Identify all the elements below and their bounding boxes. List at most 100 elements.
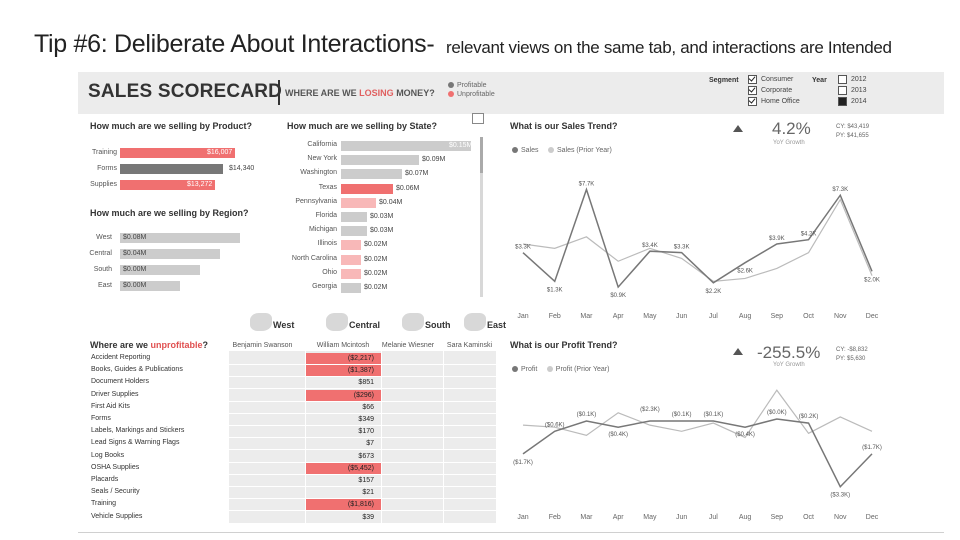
region-bar[interactable] <box>120 265 200 275</box>
product-row-label[interactable]: OSHA Supplies <box>91 463 140 471</box>
year-option-2013[interactable]: 2013 <box>838 85 867 96</box>
checkbox-checked-icon[interactable] <box>748 85 757 95</box>
sales-prior-line[interactable] <box>522 198 873 282</box>
region-header-name[interactable]: South <box>425 320 451 330</box>
product-row-label[interactable]: Placards <box>91 476 119 483</box>
matrix-cell[interactable] <box>306 353 381 364</box>
segment-option-corporate[interactable]: Corporate <box>748 85 800 96</box>
matrix-cell[interactable] <box>306 475 381 486</box>
sales-data-label: $3.9K <box>769 236 785 242</box>
profit-month-tick: Jan <box>517 514 528 521</box>
matrix-cell-value: $21 <box>362 489 374 497</box>
state-bar[interactable] <box>341 183 393 194</box>
matrix-row-divider <box>229 473 496 475</box>
state-bar[interactable] <box>341 240 361 251</box>
matrix-cell-value: ($5,452) <box>347 464 374 472</box>
product-bar[interactable] <box>120 164 223 174</box>
matrix-cell[interactable] <box>306 377 381 389</box>
sales-data-label: $2.6K <box>737 269 753 275</box>
product-row-label[interactable]: Log Books <box>91 451 125 459</box>
profit-current-line[interactable] <box>522 418 873 489</box>
state-scroll-thumb[interactable] <box>480 137 483 173</box>
state-bar[interactable] <box>341 212 367 222</box>
product-row-label[interactable]: Driver Supplies <box>91 390 139 398</box>
expand-icon[interactable] <box>472 113 484 124</box>
region-header-name[interactable]: Central <box>349 320 381 330</box>
checkbox-checked-icon[interactable] <box>748 96 757 106</box>
profit-month-tick: Sep <box>771 514 784 521</box>
matrix-cell-value: $157 <box>358 477 374 484</box>
sales-trend-legend: Sales Sales (Prior Year) <box>512 139 612 157</box>
matrix-cell[interactable] <box>306 401 381 413</box>
matrix-cell[interactable] <box>306 511 381 523</box>
region-header-name[interactable]: East <box>487 320 507 330</box>
product-row-label[interactable]: Labels, Markings and Stickers <box>91 427 185 435</box>
state-label: Illinois <box>317 240 337 248</box>
checkbox-checked-icon[interactable] <box>748 74 757 84</box>
profit-prior-line[interactable] <box>522 389 873 439</box>
region-map-icon[interactable] <box>402 313 424 331</box>
region-map-icon[interactable] <box>464 313 486 331</box>
matrix-cell[interactable] <box>306 499 381 511</box>
matrix-col-divider <box>305 351 306 523</box>
state-bar[interactable] <box>341 254 361 265</box>
product-row-label[interactable]: Training <box>91 500 117 508</box>
region-map-icon[interactable] <box>326 313 348 331</box>
profit-kpi-sub: YoY Growth <box>773 362 805 368</box>
state-bar[interactable] <box>341 283 361 293</box>
matrix-cell[interactable] <box>306 450 381 462</box>
state-bar[interactable] <box>341 268 361 279</box>
state-bar[interactable] <box>341 169 402 180</box>
checkbox-filled-icon[interactable] <box>838 96 847 106</box>
region-map-icon[interactable] <box>250 313 272 331</box>
product-bar[interactable] <box>120 180 215 190</box>
region-header-name[interactable]: West <box>273 320 295 330</box>
legend-item-profit: Profit <box>512 366 537 373</box>
product-row-label[interactable]: Document Holders <box>91 378 149 386</box>
sales-month-tick: Aug <box>739 313 752 320</box>
matrix-cell[interactable] <box>306 487 381 499</box>
region-bar[interactable] <box>120 281 180 291</box>
sales-data-label: $3.3K <box>515 245 531 251</box>
checkbox-empty-icon[interactable] <box>838 74 847 84</box>
product-row-label[interactable]: Books, Guides & Publications <box>91 366 183 374</box>
sales-current-line[interactable] <box>522 187 873 289</box>
product-row-label[interactable]: Lead Signs & Warning Flags <box>91 439 180 447</box>
matrix-cell[interactable] <box>306 438 381 450</box>
state-bar[interactable] <box>341 155 419 166</box>
product-row-label[interactable]: Forms <box>91 415 111 422</box>
sales-data-label: $2.2K <box>706 289 722 295</box>
state-label: Michigan <box>308 226 337 234</box>
checkbox-empty-icon[interactable] <box>838 85 847 95</box>
profit-trend-chart: ($1.7K) ($0.6K) ($0.1K) ($0.4K) ($2.3K) ($0.1… <box>513 389 882 521</box>
state-label: Florida <box>315 212 337 219</box>
sales-month-tick: Feb <box>549 313 561 320</box>
product-row-label[interactable]: First Aid Kits <box>91 402 130 410</box>
region-bar[interactable] <box>120 249 220 259</box>
sales-kpi-sub: YoY Growth <box>773 140 805 146</box>
segment-option-consumer[interactable]: Consumer <box>748 74 800 85</box>
region-value: $0.00M <box>123 266 147 273</box>
profit-data-label: ($1.7K) <box>513 460 533 466</box>
matrix-cell[interactable] <box>306 426 381 438</box>
matrix-cell[interactable] <box>306 389 381 401</box>
matrix-cell[interactable] <box>306 462 381 474</box>
profit-data-label: ($0.4K) <box>608 432 628 438</box>
product-row-label[interactable]: Vehicle Supplies <box>91 512 143 520</box>
product-row-label[interactable]: Seals / Security <box>91 488 140 496</box>
state-bar[interactable] <box>341 197 376 208</box>
product-row-label[interactable]: Accident Reporting <box>91 354 151 361</box>
state-bar[interactable] <box>341 141 471 151</box>
profit-month-tick: Aug <box>739 514 752 521</box>
state-scrollbar[interactable] <box>480 137 483 297</box>
dashboard-header <box>78 72 944 114</box>
matrix-cell[interactable] <box>306 365 381 377</box>
region-bar[interactable] <box>120 233 240 243</box>
state-bar[interactable] <box>341 226 367 237</box>
year-option-2014[interactable]: 2014 <box>838 96 867 107</box>
matrix-cell[interactable] <box>306 414 381 425</box>
year-option-2012[interactable]: 2012 <box>838 74 867 85</box>
segment-option-home-office[interactable]: Home Office <box>748 96 800 107</box>
product-bar[interactable] <box>120 148 235 158</box>
state-value: $0.02M <box>364 284 388 291</box>
